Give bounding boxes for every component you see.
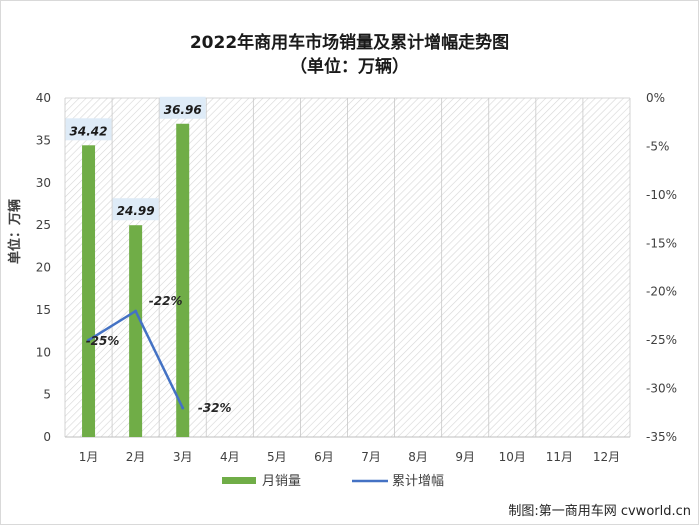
- line-data-label: -22%: [149, 294, 183, 308]
- left-tick-label: 35: [36, 133, 51, 147]
- category-label: 4月: [220, 450, 240, 464]
- line-point: [134, 309, 138, 313]
- chart-title: 2022年商用车市场销量及累计增幅走势图: [189, 33, 510, 53]
- right-tick-label: 0%: [646, 91, 665, 105]
- left-tick-label: 20: [36, 261, 51, 275]
- left-tick-label: 30: [36, 176, 51, 190]
- category-label: 5月: [267, 450, 287, 464]
- right-tick-label: -15%: [646, 236, 677, 250]
- left-tick-label: 40: [36, 91, 51, 105]
- legend-line-label: 累计增幅: [392, 474, 444, 489]
- category-label: 2月: [126, 450, 146, 464]
- right-tick-label: -30%: [646, 382, 677, 396]
- left-tick-label: 5: [43, 388, 51, 402]
- legend-bar-label: 月销量: [262, 474, 301, 489]
- line-data-label: -25%: [86, 334, 120, 348]
- category-label: 1月: [79, 450, 99, 464]
- bar-2月: [129, 225, 143, 437]
- bar-3月: [176, 123, 190, 437]
- chart-subtitle: （单位：万辆）: [290, 57, 409, 77]
- line-point: [181, 406, 185, 410]
- right-tick-label: -10%: [646, 188, 677, 202]
- line-point: [87, 338, 91, 342]
- bar-label-box: [159, 96, 206, 119]
- bar-data-label: 36.96: [164, 103, 202, 117]
- bar-1月: [82, 145, 96, 437]
- right-tick-label: -20%: [646, 285, 677, 299]
- left-tick-label: 10: [36, 345, 51, 359]
- right-tick-label: -35%: [646, 430, 677, 444]
- bar-label-box: [65, 118, 112, 141]
- left-tick-label: 0: [43, 430, 51, 444]
- line-data-label: -32%: [198, 401, 232, 415]
- category-label: 8月: [408, 450, 428, 464]
- category-label: 12月: [593, 450, 620, 464]
- category-label: 7月: [361, 450, 381, 464]
- legend-bar-swatch: [222, 477, 256, 484]
- bar-data-label: 34.42: [70, 124, 108, 138]
- right-tick-label: -25%: [646, 333, 677, 347]
- left-tick-label: 15: [36, 303, 51, 317]
- bar-data-label: 24.99: [117, 204, 155, 218]
- left-tick-label: 25: [36, 218, 51, 232]
- category-label: 10月: [499, 450, 526, 464]
- category-label: 11月: [546, 450, 573, 464]
- category-label: 3月: [173, 450, 193, 464]
- bar-label-box: [112, 198, 159, 221]
- category-label: 9月: [455, 450, 475, 464]
- right-tick-label: -5%: [646, 139, 669, 153]
- category-label: 6月: [314, 450, 334, 464]
- credit-text: 制图:第一商用车网 cvworld.cn: [508, 504, 691, 519]
